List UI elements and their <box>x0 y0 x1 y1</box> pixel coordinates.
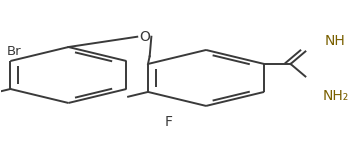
Text: F: F <box>165 115 173 129</box>
Text: NH: NH <box>324 34 345 48</box>
Text: O: O <box>139 30 150 44</box>
Text: Br: Br <box>7 45 21 58</box>
Text: NH₂: NH₂ <box>322 89 349 103</box>
